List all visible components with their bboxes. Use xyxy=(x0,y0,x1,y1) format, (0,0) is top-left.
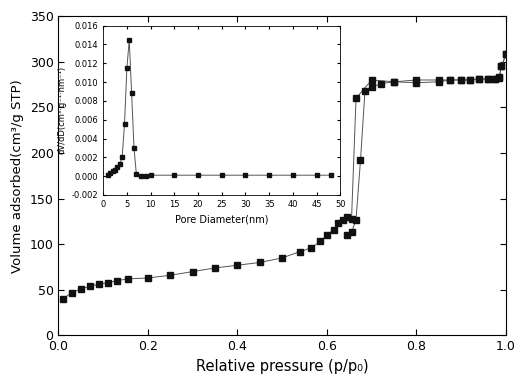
X-axis label: Relative pressure (p/p₀): Relative pressure (p/p₀) xyxy=(196,359,368,374)
Y-axis label: Volume adsorbed(cm³/g STP): Volume adsorbed(cm³/g STP) xyxy=(11,79,24,273)
